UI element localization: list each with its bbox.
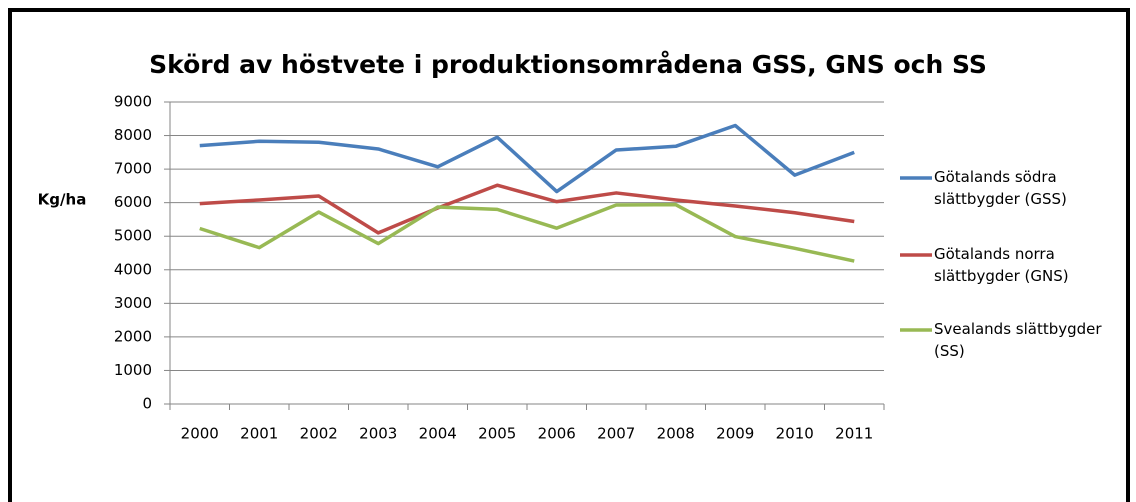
x-tick-label: 2009 bbox=[716, 425, 754, 443]
y-tick-label: 2000 bbox=[114, 327, 152, 345]
y-tick-label: 9000 bbox=[114, 93, 152, 111]
y-tick-label: 8000 bbox=[114, 126, 152, 144]
x-tick-label: 2007 bbox=[597, 425, 635, 443]
x-tick-label: 2006 bbox=[538, 425, 576, 443]
x-tick-label: 2011 bbox=[835, 425, 873, 443]
legend-label: Götalands södra slättbygder (GSS) bbox=[934, 168, 1067, 208]
y-tick-label: 1000 bbox=[114, 361, 152, 379]
x-tick-label: 2004 bbox=[419, 425, 457, 443]
chart: Skörd av höstvete i produktionsområdena … bbox=[38, 50, 987, 443]
y-tick-label: 4000 bbox=[114, 260, 152, 278]
y-tick-label: 0 bbox=[142, 395, 152, 413]
y-tick-label: 3000 bbox=[114, 294, 152, 312]
page: {"chart_data": {"type": "line", "title":… bbox=[8, 8, 1130, 502]
series-line bbox=[199, 123, 855, 194]
y-tick-label: 6000 bbox=[114, 193, 152, 211]
x-tick-label: 2003 bbox=[359, 425, 397, 443]
legend-label: Svealands slättbygder (SS) bbox=[934, 320, 1102, 360]
x-tick-label: 2000 bbox=[181, 425, 219, 443]
y-tick-label: 5000 bbox=[114, 227, 152, 245]
y-tick-label: 7000 bbox=[114, 160, 152, 178]
frame bbox=[8, 8, 1130, 502]
x-tick-label: 2002 bbox=[300, 425, 338, 443]
series-line bbox=[199, 202, 855, 263]
x-tick-label: 2008 bbox=[657, 425, 695, 443]
legend-label: Götalands norra slättbygder (GNS) bbox=[934, 245, 1069, 285]
series-line bbox=[199, 183, 855, 235]
x-tick-label: 2001 bbox=[240, 425, 278, 443]
x-tick-label: 2005 bbox=[478, 425, 516, 443]
y-axis-label: Kg/ha bbox=[38, 191, 87, 209]
chart-title: Skörd av höstvete i produktionsområdena … bbox=[149, 50, 987, 79]
x-tick-label: 2010 bbox=[776, 425, 814, 443]
